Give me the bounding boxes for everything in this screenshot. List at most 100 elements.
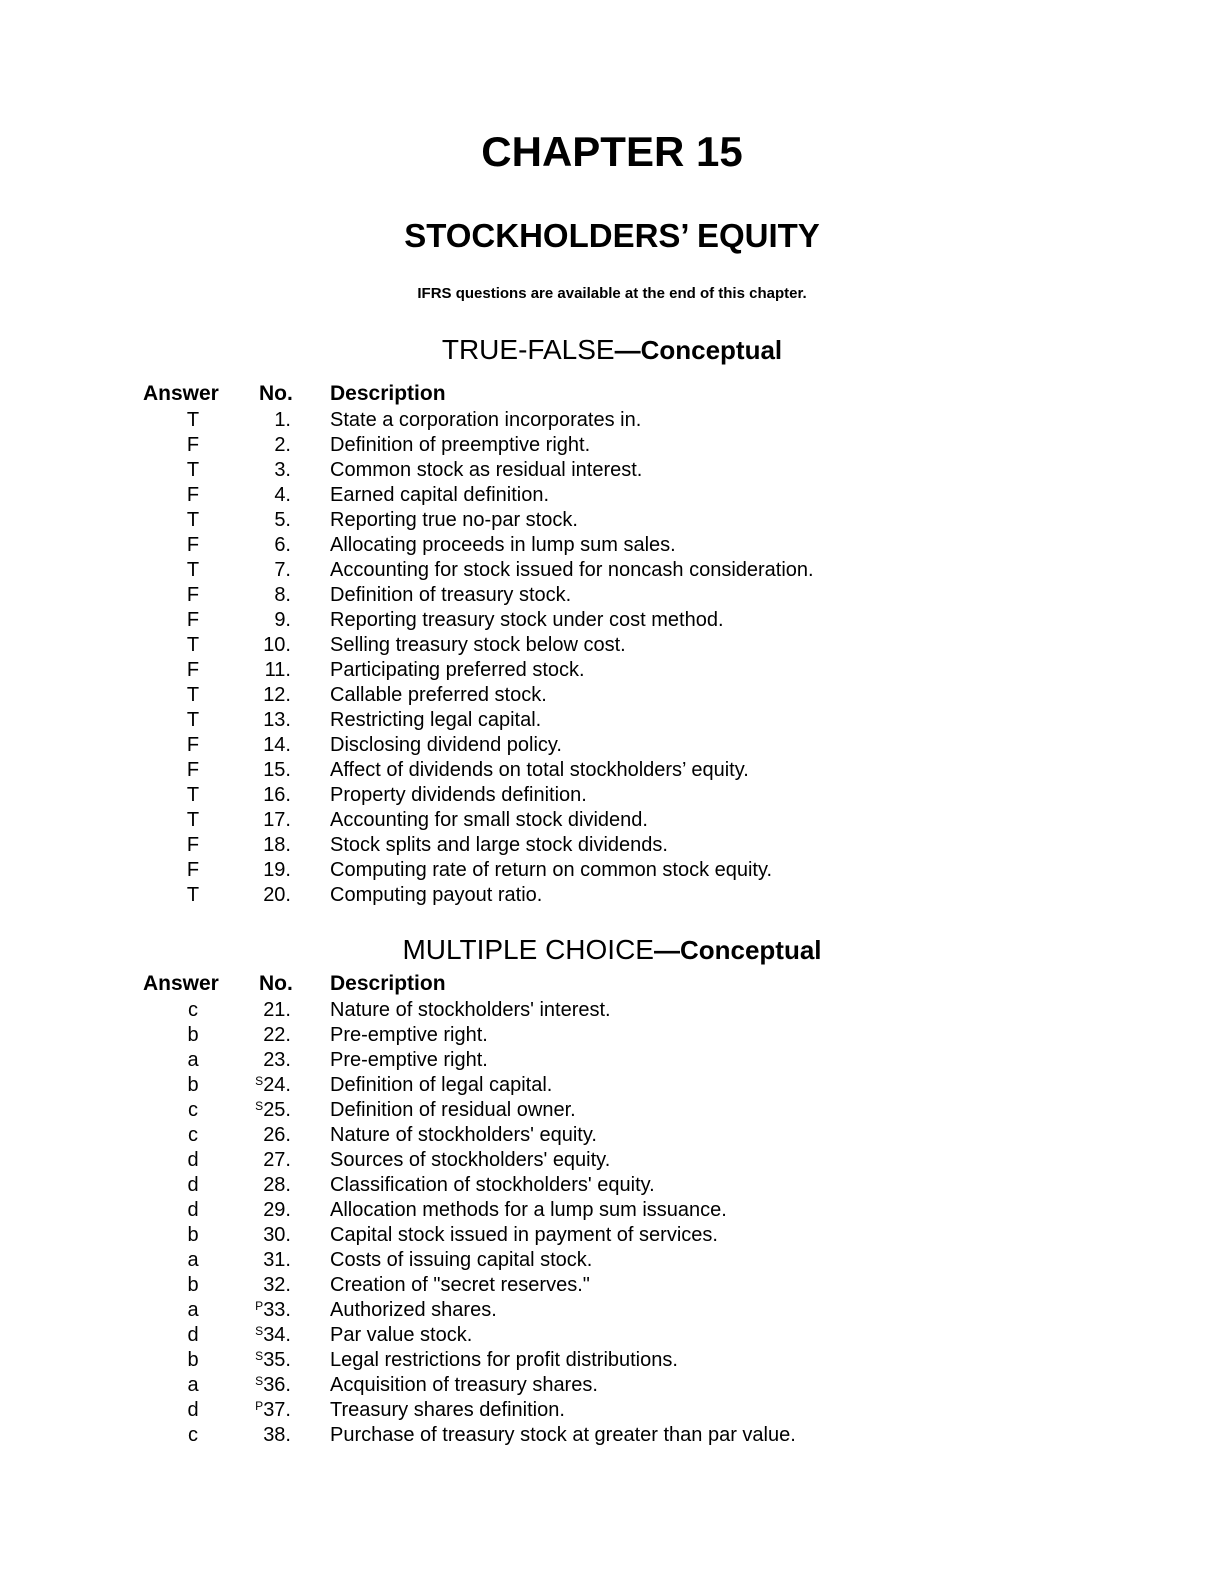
question-number: 27. — [240, 1148, 291, 1173]
description: Allocation methods for a lump sum issuan… — [330, 1199, 727, 1221]
description: Treasury shares definition. — [330, 1399, 565, 1421]
description: Par value stock. — [330, 1324, 473, 1346]
table-row: b 22. Pre-emptive right. — [0, 1023, 1224, 1048]
table-row: F 19. Computing rate of return on common s… — [0, 858, 1224, 883]
question-number-text: 5. — [274, 509, 291, 531]
description: Authorized shares. — [330, 1299, 497, 1321]
table-row: F 4. Earned capital definition. — [0, 483, 1224, 508]
question-number-text: 6. — [274, 534, 291, 556]
description: Definition of residual owner. — [330, 1099, 576, 1121]
answer: T — [186, 409, 200, 431]
description: Acquisition of treasury shares. — [330, 1374, 598, 1396]
question-source-mark: S — [255, 1324, 264, 1338]
question-number-text: 37. — [263, 1399, 291, 1421]
description: Nature of stockholders' interest. — [330, 999, 611, 1021]
description: Definition of treasury stock. — [330, 584, 572, 606]
description: Affect of dividends on total stockholder… — [330, 759, 749, 781]
true-false-table: Answer No. Description T 1. State a corporati… — [0, 381, 1224, 908]
answer: c — [188, 1124, 198, 1146]
question-number: S25. — [240, 1098, 291, 1123]
header-no: No. — [259, 382, 293, 405]
description: Allocating proceeds in lump sum sales. — [330, 534, 676, 556]
description: Stock splits and large stock dividends. — [330, 834, 668, 856]
table-row: b 32. Creation of "secret reserves." — [0, 1273, 1224, 1298]
question-number: S24. — [240, 1073, 291, 1098]
table-row: T 1. State a corporation incorporates in. — [0, 408, 1224, 433]
description: Classification of stockholders' equity. — [330, 1174, 655, 1196]
description: Costs of issuing capital stock. — [330, 1249, 593, 1271]
description: Selling treasury stock below cost. — [330, 634, 626, 656]
question-source-mark: S — [255, 1349, 264, 1363]
table-row: c 21. Nature of stockholders' interest. — [0, 998, 1224, 1023]
description: Capital stock issued in payment of servi… — [330, 1224, 718, 1246]
table-row: b 30. Capital stock issued in payment of s… — [0, 1223, 1224, 1248]
table-row: d P37. Treasury shares definition. — [0, 1398, 1224, 1423]
question-number-text: 23. — [263, 1049, 291, 1071]
description: Sources of stockholders' equity. — [330, 1149, 611, 1171]
header-answer: Answer — [143, 382, 219, 405]
question-number: 16. — [240, 783, 291, 808]
answer: b — [187, 1274, 199, 1296]
answer: F — [186, 659, 200, 681]
question-number: 2. — [240, 433, 291, 458]
table-row: F 11. Participating preferred stock. — [0, 658, 1224, 683]
answer: F — [186, 734, 200, 756]
header-description: Description — [330, 382, 446, 405]
section-title-main: TRUE-FALSE — [441, 334, 615, 365]
question-number: S36. — [240, 1373, 291, 1398]
question-number: 15. — [240, 758, 291, 783]
answer: a — [187, 1299, 199, 1321]
question-source-mark: P — [255, 1299, 264, 1313]
question-number: 5. — [240, 508, 291, 533]
description: Accounting for small stock dividend. — [330, 809, 648, 831]
question-number-text: 27. — [263, 1149, 291, 1171]
question-number: 29. — [240, 1198, 291, 1223]
question-number: 13. — [240, 708, 291, 733]
description: Computing rate of return on common stock… — [330, 859, 773, 881]
table-row: F 8. Definition of treasury stock. — [0, 583, 1224, 608]
table-row: b S35. Legal restrictions for profit distr… — [0, 1348, 1224, 1373]
table-row: c 26. Nature of stockholders' equity. — [0, 1123, 1224, 1148]
answer: d — [187, 1324, 199, 1346]
question-number-text: 21. — [263, 999, 291, 1021]
table-row: T 3. Common stock as residual interest. — [0, 458, 1224, 483]
question-number-text: 22. — [263, 1024, 291, 1046]
answer: F — [186, 534, 200, 556]
answer: F — [186, 834, 200, 856]
table-row: T 17. Accounting for small stock dividend. — [0, 808, 1224, 833]
question-number: 4. — [240, 483, 291, 508]
question-number-text: 16. — [263, 784, 291, 806]
description: Restricting legal capital. — [330, 709, 542, 731]
table-row: F 14. Disclosing dividend policy. — [0, 733, 1224, 758]
answer: d — [187, 1149, 199, 1171]
description: Computing payout ratio. — [330, 884, 543, 906]
question-number: 19. — [240, 858, 291, 883]
answer: c — [188, 1099, 198, 1121]
question-number: S35. — [240, 1348, 291, 1373]
question-number: 38. — [240, 1423, 291, 1448]
answer: b — [187, 1024, 199, 1046]
question-number-text: 3. — [274, 459, 291, 481]
question-number-text: 17. — [263, 809, 291, 831]
question-number-text: 30. — [263, 1224, 291, 1246]
question-number: 31. — [240, 1248, 291, 1273]
table-row: F 9. Reporting treasury stock under cost m… — [0, 608, 1224, 633]
table-row: T 16. Property dividends definition. — [0, 783, 1224, 808]
question-number: 3. — [240, 458, 291, 483]
question-number-text: 18. — [263, 834, 291, 856]
answer: F — [186, 859, 200, 881]
chapter-subtitle: STOCKHOLDERS’ EQUITY — [404, 217, 820, 254]
table-row: b S24. Definition of legal capital. — [0, 1073, 1224, 1098]
question-number-text: 13. — [263, 709, 291, 731]
table-header: Answer No. Description — [0, 971, 1224, 998]
answer: T — [186, 884, 200, 906]
question-number: 22. — [240, 1023, 291, 1048]
question-number-text: 26. — [263, 1124, 291, 1146]
answer: F — [186, 584, 200, 606]
question-number: S34. — [240, 1323, 291, 1348]
question-number: 6. — [240, 533, 291, 558]
question-number-text: 28. — [263, 1174, 291, 1196]
question-number: 8. — [240, 583, 291, 608]
question-number-text: 10. — [263, 634, 291, 656]
question-number: 32. — [240, 1273, 291, 1298]
